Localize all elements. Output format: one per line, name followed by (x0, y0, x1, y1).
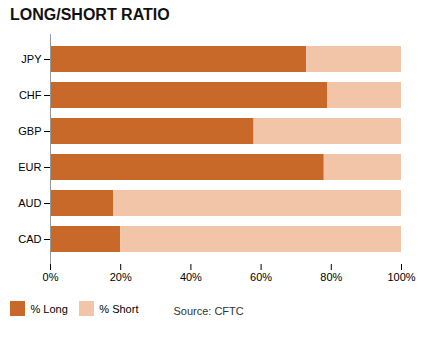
svg-text:60%: 60% (250, 271, 272, 283)
svg-text:JPY: JPY (21, 53, 42, 65)
svg-text:EUR: EUR (18, 161, 41, 173)
svg-text:20%: 20% (110, 271, 132, 283)
svg-text:CHF: CHF (19, 89, 42, 101)
svg-text:GBP: GBP (18, 125, 41, 137)
html-text:% Long: % Long (30, 302, 68, 315)
html-text:% Short: % Short (99, 302, 139, 315)
html-text:LONG/SHORT RATIO: LONG/SHORT RATIO (10, 6, 170, 23)
svg-text:0%: 0% (43, 271, 59, 283)
svg-text:40%: 40% (180, 271, 202, 283)
svg-text:CAD: CAD (18, 233, 41, 245)
svg-text:AUD: AUD (18, 197, 41, 209)
svg-text:80%: 80% (320, 271, 342, 283)
html-text:Source: CFTC: Source: CFTC (173, 305, 244, 318)
svg-text:100%: 100% (387, 271, 415, 283)
